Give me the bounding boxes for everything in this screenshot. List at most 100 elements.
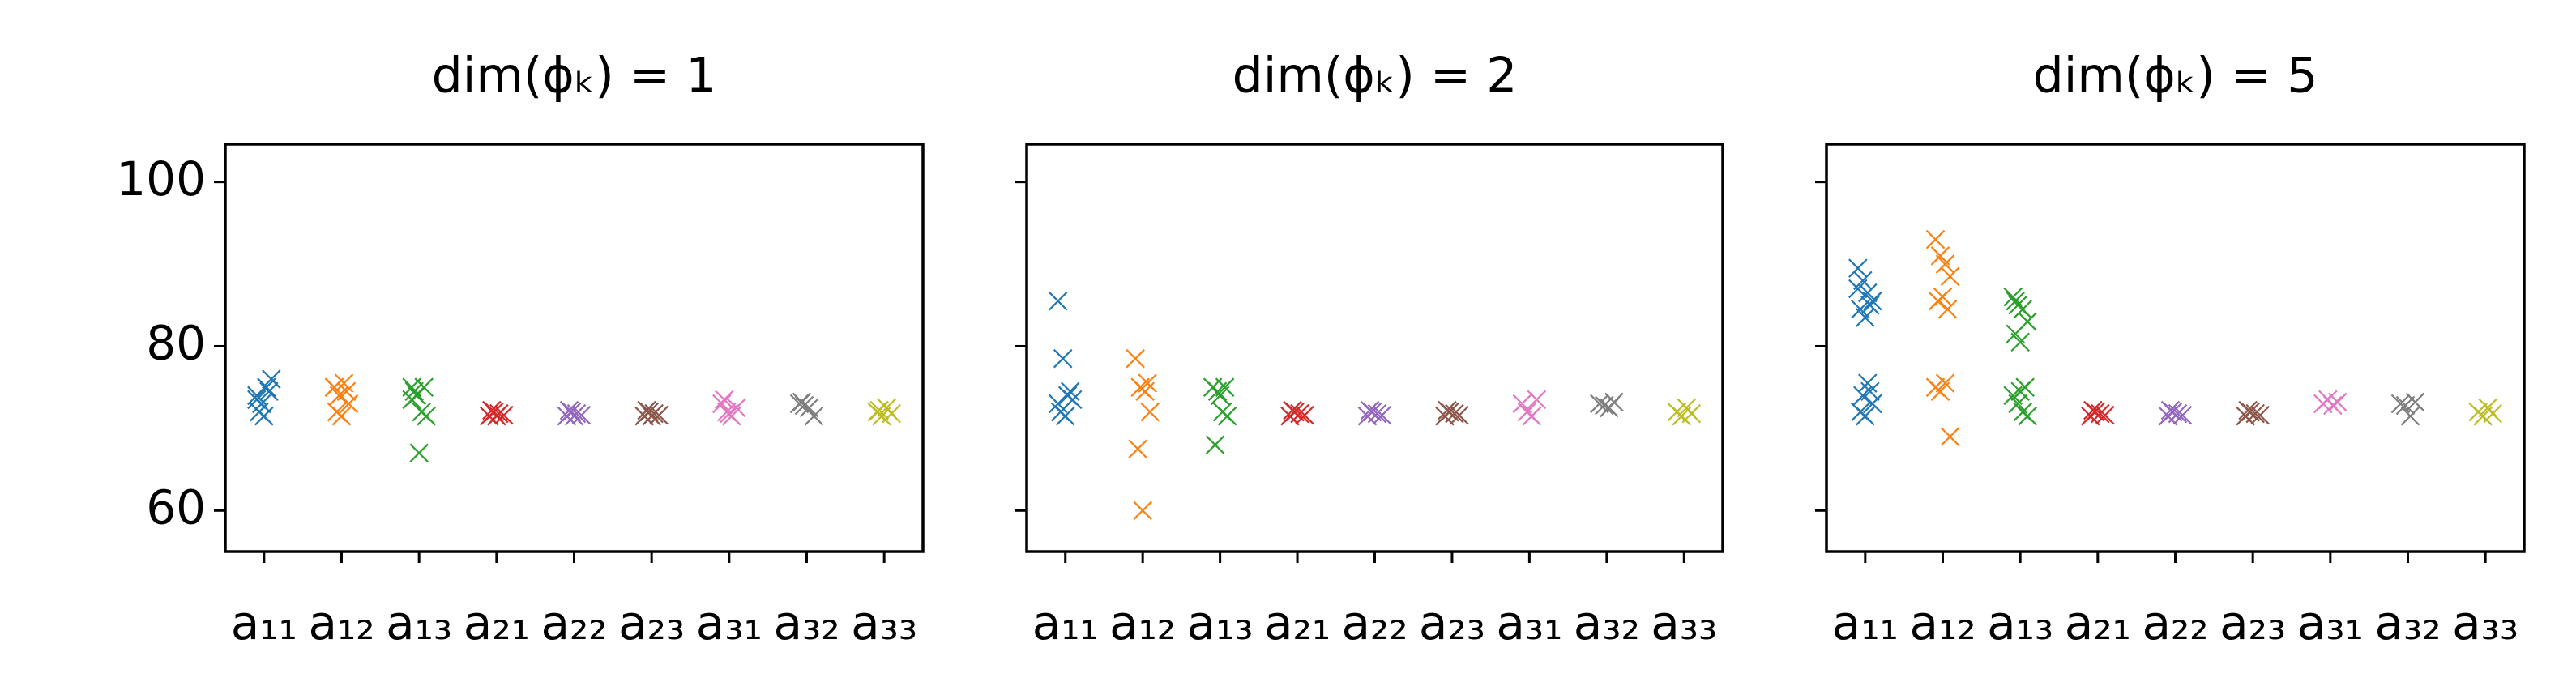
point — [1860, 381, 1880, 402]
point — [1053, 348, 1073, 369]
point — [1940, 427, 1960, 446]
point — [1445, 403, 1464, 424]
point — [1935, 373, 1955, 393]
x-tick-label: a₁₂ — [1109, 595, 1176, 650]
point — [1937, 300, 1958, 319]
axes-frame — [224, 143, 925, 553]
point — [1205, 435, 1225, 454]
x-tick-label: a₃₁ — [2297, 595, 2364, 650]
x-tick-label: a₂₃ — [1419, 595, 1485, 650]
point — [2168, 403, 2188, 424]
x-tick-label: a₁₁ — [1032, 595, 1099, 650]
point — [642, 406, 661, 426]
point — [1848, 258, 1868, 278]
point — [1295, 405, 1314, 425]
x-tick-label: a₂₂ — [2142, 595, 2208, 650]
point — [336, 381, 357, 402]
point — [1215, 377, 1235, 397]
x-tick-label: a₃₃ — [1651, 595, 1717, 650]
x-tick-label: a₂₃ — [618, 595, 685, 650]
point — [409, 443, 429, 463]
point — [494, 405, 514, 425]
point — [869, 400, 889, 420]
point — [1935, 254, 1955, 274]
x-tick-label: a₂₁ — [1264, 595, 1331, 650]
point — [1048, 394, 1068, 414]
point — [487, 406, 506, 426]
panel-title: dim(ϕₖ) = 5 — [2033, 48, 2318, 104]
point — [2245, 403, 2265, 424]
point — [1372, 405, 1392, 425]
point — [2250, 405, 2270, 425]
point — [1863, 291, 1882, 311]
point — [2323, 395, 2343, 416]
y-tick-label: 100 — [116, 151, 206, 207]
point — [1128, 439, 1147, 459]
point — [1367, 403, 1387, 424]
x-tick-label: a₂₁ — [2065, 595, 2131, 650]
point — [1438, 400, 1457, 420]
point — [804, 406, 824, 426]
x-tick-label: a₂₁ — [464, 595, 530, 650]
point — [649, 405, 669, 425]
point — [720, 403, 739, 424]
point — [1055, 406, 1075, 426]
point — [2328, 392, 2347, 412]
x-tick-label: a₁₁ — [231, 595, 297, 650]
x-tick-label: a₃₃ — [851, 595, 917, 650]
point — [2018, 406, 2037, 426]
point — [2172, 405, 2193, 425]
point — [1133, 501, 1152, 521]
point — [2095, 405, 2115, 425]
point — [2006, 291, 2025, 311]
point — [1856, 406, 1875, 426]
point — [331, 406, 352, 426]
point — [1848, 279, 1868, 299]
x-tick-label: a₁₃ — [1987, 595, 2053, 650]
y-tick-label: 60 — [146, 479, 206, 535]
point — [882, 403, 901, 424]
x-tick-label: a₂₂ — [1341, 595, 1408, 650]
point — [417, 406, 436, 426]
point — [2083, 400, 2103, 420]
point — [1863, 394, 1882, 414]
point — [1527, 390, 1547, 410]
x-tick-label: a₁₃ — [1187, 595, 1254, 650]
point — [792, 392, 812, 412]
x-tick-label: a₁₂ — [308, 595, 374, 650]
point — [1126, 348, 1145, 369]
point — [2091, 403, 2110, 424]
point — [259, 381, 279, 402]
point — [1604, 392, 1624, 412]
x-tick-label: a₃₂ — [773, 595, 839, 650]
x-tick-label: a₃₁ — [696, 595, 763, 650]
x-tick-label: a₁₂ — [1909, 595, 1976, 650]
point — [2010, 381, 2030, 402]
point — [2010, 332, 2030, 352]
point — [254, 406, 274, 426]
axes-frame — [1825, 143, 2526, 553]
point — [1681, 403, 1702, 424]
point — [339, 394, 359, 414]
point — [1933, 287, 1953, 307]
point — [324, 377, 344, 397]
point — [2405, 392, 2425, 412]
x-tick-label: a₂₂ — [540, 595, 607, 650]
x-tick-label: a₂₃ — [2219, 595, 2286, 650]
point — [1283, 400, 1302, 420]
point — [1522, 406, 1542, 426]
point — [2238, 400, 2258, 420]
point — [247, 390, 267, 410]
point — [1217, 406, 1237, 426]
point — [1290, 403, 1309, 424]
panel-title: dim(ϕₖ) = 2 — [1232, 48, 1518, 104]
point — [1138, 373, 1157, 393]
x-tick-label: a₃₁ — [1496, 595, 1562, 650]
point — [715, 390, 734, 410]
point — [1140, 402, 1160, 422]
point — [262, 369, 281, 389]
point — [1048, 291, 1068, 311]
point — [2160, 400, 2181, 420]
point — [571, 405, 592, 425]
